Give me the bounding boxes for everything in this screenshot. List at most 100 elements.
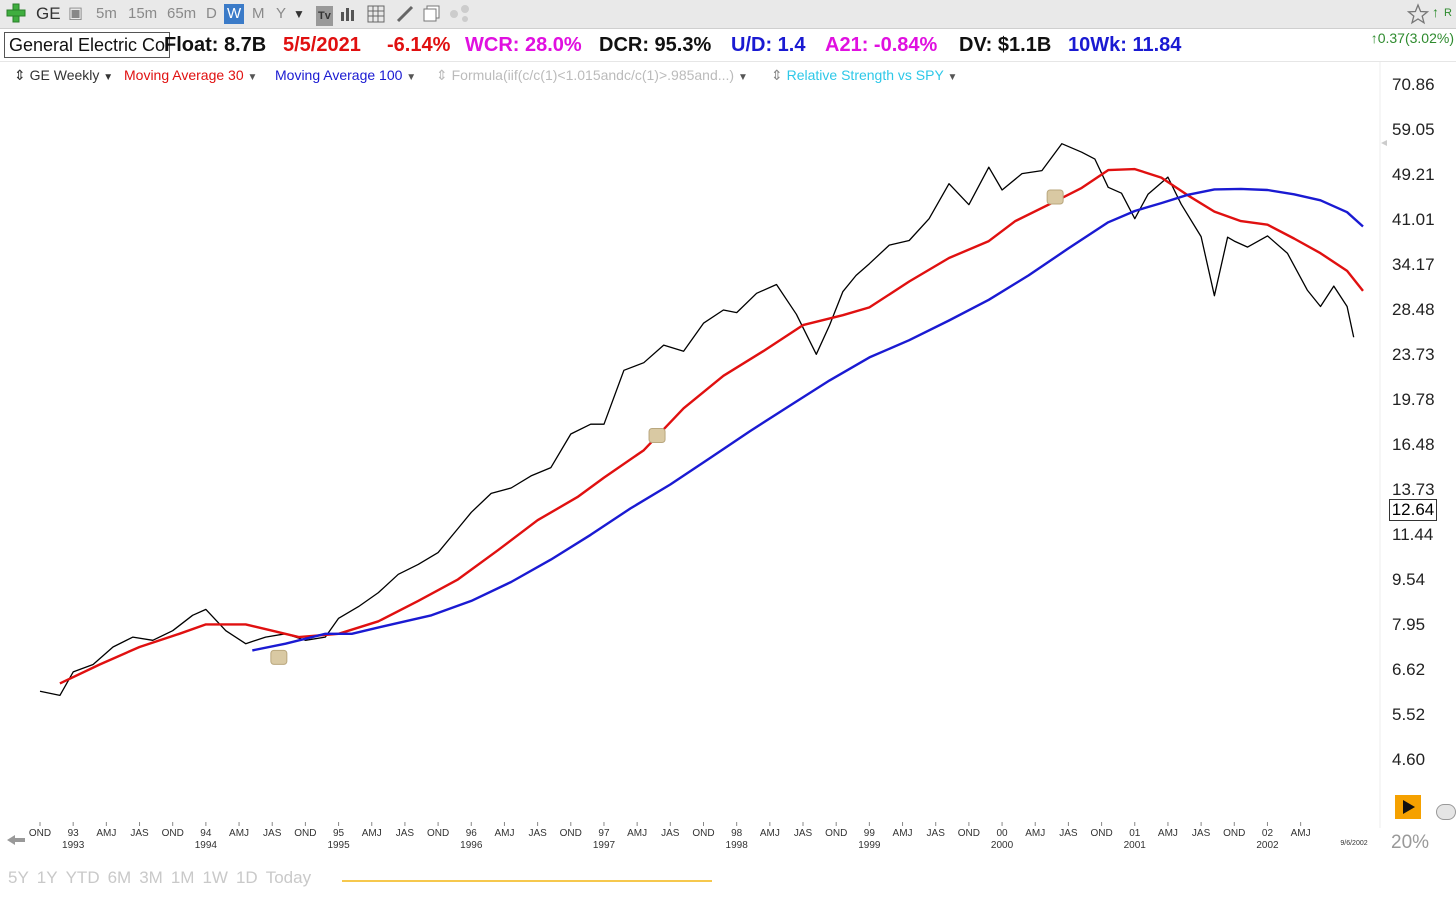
tf-w[interactable]: W [224,4,245,24]
copy-icon[interactable] [423,5,441,23]
x-tick-label: JAS [130,828,149,839]
x-year-label: 1995 [327,840,350,851]
bar-chart-icon[interactable] [340,6,358,22]
series-ge-weekly-line [39,143,1355,697]
x-year-label: 2000 [990,840,1014,851]
tf-65m[interactable]: 65m [167,5,197,22]
x-tick-label: 97 [598,828,610,839]
x-tick-label: AMJ [1157,828,1178,839]
y-tick-label: 34.17 [1392,255,1435,275]
x-year-label: 1997 [592,840,616,851]
range-slider[interactable] [342,880,712,882]
scroll-right-button[interactable] [1436,804,1456,820]
star-icon[interactable] [1407,3,1429,25]
zoom-percent[interactable]: 20% [1391,832,1430,853]
event-marker-icon[interactable] [270,649,288,665]
x-tick-label: AMJ [892,828,913,839]
range-5y[interactable]: 5Y [8,868,29,887]
toolbar: GE ▣ 5m 15m 65m D W M Y ▼ Tv ↑ R [0,0,1456,29]
play-button[interactable] [1395,795,1421,819]
dropdown-icon[interactable]: ▼ [293,7,305,21]
x-tick-label: AMJ [1290,828,1311,839]
share-icon[interactable] [449,5,471,23]
sort-icon: ⇕ [14,67,26,83]
x-tick-label: JAS [793,828,813,839]
price-change: 0.37(3.02%) [1377,30,1454,46]
cube-icon[interactable]: ▣ [68,5,84,22]
tf-5m[interactable]: 5m [96,5,117,22]
x-tick-label: OND [1090,828,1113,839]
axis-pointer-icon [1381,140,1387,146]
series-ma30-line [59,167,1364,685]
x-year-label: 1994 [194,840,217,851]
x-tick-label: JAS [263,828,282,839]
sort-icon: ⇕ [436,67,448,83]
x-year-label: 1998 [725,840,748,851]
x-tick-label: JAS [661,828,680,839]
y-tick-label: 19.78 [1392,389,1435,409]
x-tick-label: AMJ [361,828,382,839]
range-3m[interactable]: 3M [139,868,163,887]
x-tick-label: OND [825,828,848,839]
x-tick-label: OND [294,828,317,839]
wcr-stat: WCR: 28.0% [465,34,582,56]
legend-formula[interactable]: ⇕ Formula(iif(c/c(1)<1.015andc/c(1)>.985… [436,66,748,87]
range-1d[interactable]: 1D [235,868,258,887]
x-tick-label: 96 [465,828,477,839]
axis-date-label: 9/6/2002 [1340,840,1368,847]
tf-15m[interactable]: 15m [128,5,158,22]
ud-stat: U/D: 1.4 [731,34,806,56]
x-tick-label: OND [559,828,582,839]
y-tick-label: 49.21 [1392,164,1435,184]
y-tick-label: 59.05 [1392,120,1435,139]
range-1w[interactable]: 1W [202,868,228,887]
legend-formula-label: Formula(iif(c/c(1)<1.015andc/c(1)>.985an… [451,67,735,83]
x-year-label: 2002 [1256,840,1279,851]
grid-icon[interactable] [367,5,385,23]
x-tick-label: 00 [996,828,1008,839]
range-1y[interactable]: 1Y [36,868,58,887]
x-tick-label: JAS [528,828,547,839]
x-tick-label: 94 [200,828,212,839]
y-tick-label: 11.44 [1392,525,1434,545]
symbol-label[interactable]: GE [36,4,61,23]
add-symbol-icon[interactable] [6,3,26,23]
tf-y[interactable]: Y [276,5,287,22]
company-name[interactable]: General Electric Co [4,32,171,58]
legend-ma30-label: Moving Average 30 [124,67,244,83]
y-tick-label: 6.62 [1392,660,1426,680]
event-marker-icon[interactable] [1046,189,1064,205]
x-year-label: 2001 [1123,840,1146,851]
caret-down-icon: ▼ [103,72,114,83]
pencil-icon[interactable] [396,5,414,23]
tf-d[interactable]: D [206,5,217,22]
x-year-label: 1999 [858,840,881,851]
x-tick-label: 98 [731,828,743,839]
play-icon [1403,800,1415,814]
scroll-left-icon[interactable] [5,834,27,850]
y-tick-label: 5.52 [1392,704,1426,724]
y-tick-label: 23.73 [1392,345,1435,365]
caret-down-icon: ▼ [947,72,958,83]
dcr-stat: DCR: 95.3% [599,34,712,56]
legend-ma30[interactable]: Moving Average 30 ▼ [124,66,257,87]
current-price-tag: 12.64 [1389,499,1437,521]
x-tick-label: 99 [863,828,875,839]
range-today[interactable]: Today [265,868,312,887]
legend-rs[interactable]: ⇕ Relative Strength vs SPY ▼ [771,66,957,87]
dv-stat: DV: $1.1B [959,34,1052,56]
legend-ma100[interactable]: Moving Average 100 ▼ [275,66,416,87]
tv-icon[interactable]: Tv [316,6,333,26]
legend-ge-weekly[interactable]: ⇕ GE Weekly ▼ [14,66,113,87]
range-ytd[interactable]: YTD [65,868,100,887]
range-6m[interactable]: 6M [107,868,132,887]
x-tick-label: 01 [1129,828,1141,839]
x-tick-label: JAS [1059,828,1078,839]
y-tick-label: 28.48 [1392,299,1435,319]
info-bar: General Electric Co Float: 8.7B 5/5/2021… [0,29,1456,62]
event-marker-icon[interactable] [648,427,666,443]
x-tick-label: 02 [1261,828,1274,839]
range-1m[interactable]: 1M [170,868,195,887]
tf-m[interactable]: M [252,5,265,22]
